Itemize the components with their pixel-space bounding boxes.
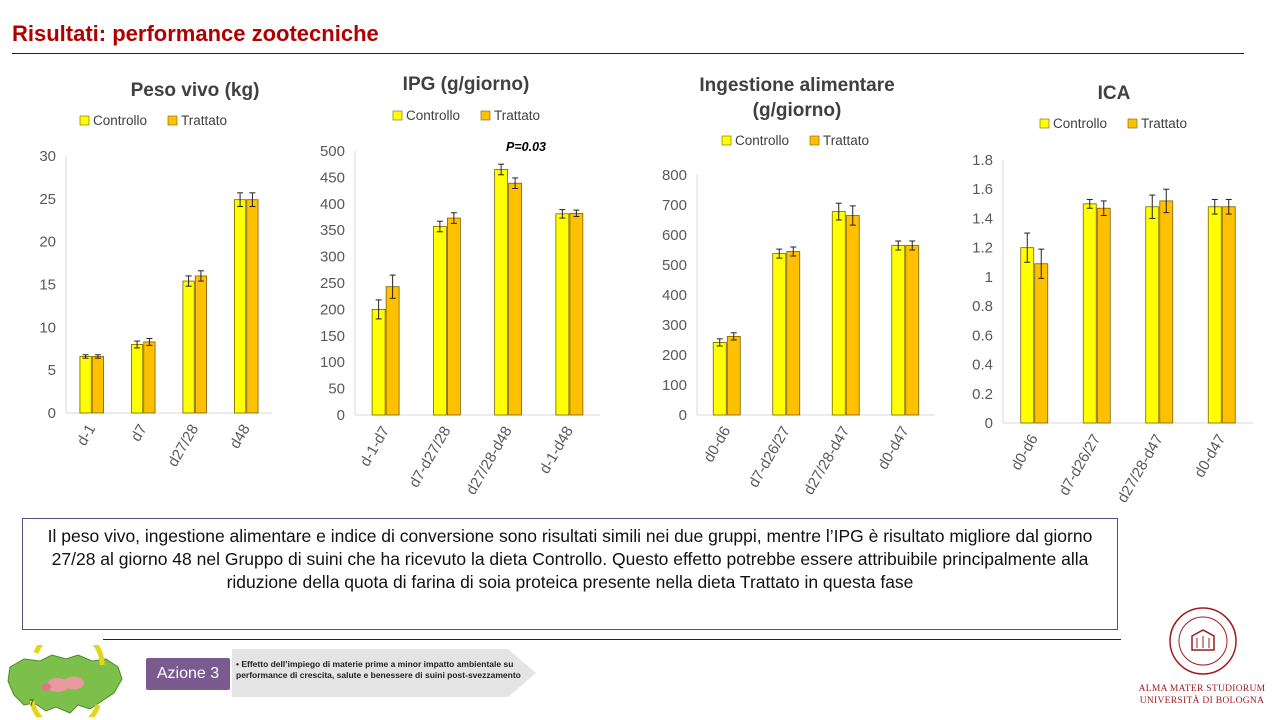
y-tick-label: 1.2 [972, 240, 993, 257]
university-name: ALMA MATER STUDIORUM UNIVERSITÀ DI BOLOG… [1130, 683, 1274, 707]
y-tick-label: 0.2 [972, 386, 993, 403]
y-tick-label: 1.6 [972, 181, 993, 198]
legend-label: Controllo [735, 133, 789, 148]
y-tick-label: 1.8 [972, 152, 993, 169]
page-number: 7 [29, 698, 35, 708]
y-tick-label: 1 [985, 269, 993, 286]
legend-label: Controllo [93, 113, 147, 128]
bar-trattato [1159, 200, 1174, 424]
chart-title: ICA [1098, 83, 1131, 104]
x-tick-label: d7-d26/27 [1056, 432, 1105, 499]
legend-label: Trattato [494, 108, 540, 123]
chart-peso-vivo: Peso vivo (kg) Controllo Trattato 0 5 10 15 20 2… [39, 80, 272, 470]
footer-divider [103, 639, 1121, 640]
y-tick-label: 0 [679, 407, 687, 424]
y-tick-label: 450 [320, 169, 345, 186]
title-divider [12, 53, 1244, 54]
bar-controllo [1207, 206, 1222, 424]
y-tick-label: 0.8 [972, 298, 993, 315]
y-tick-label: 500 [662, 257, 687, 274]
action-description-text: Effetto dell’impiego di materie prime a … [236, 659, 521, 680]
chart-ica: ICA Controllo Trattato 0 0.2 0.4 0.6 0.8 1 1.2 1.4… [972, 83, 1253, 506]
chart-title: (g/giorno) [753, 100, 842, 121]
y-tick-label: 30 [39, 148, 56, 165]
y-tick-label: 150 [320, 328, 345, 345]
y-tick-label: 100 [320, 354, 345, 371]
y-tick-label: 200 [320, 301, 345, 318]
legend-swatch [721, 135, 732, 146]
chart-title: IPG (g/giorno) [403, 74, 530, 95]
y-tick-label: 50 [328, 381, 345, 398]
chart-ipg: IPG (g/giorno) Controllo Trattato 0 50 100 150… [320, 74, 600, 498]
y-tick-label: 800 [662, 167, 687, 184]
chart-title: Ingestione alimentare [699, 75, 894, 96]
y-tick-label: 400 [662, 287, 687, 304]
chart-title: Peso vivo (kg) [131, 80, 260, 101]
y-tick-label: 0 [985, 415, 993, 432]
x-tick-label: d7 [128, 422, 151, 445]
y-tick-label: 100 [662, 377, 687, 394]
y-tick-label: 500 [320, 143, 345, 160]
legend-label: Trattato [823, 133, 869, 148]
y-tick-label: 250 [320, 275, 345, 292]
y-tick-label: 0 [48, 405, 56, 422]
legend-label: Controllo [406, 108, 460, 123]
legend-swatch [480, 110, 491, 121]
action-description: • Effetto dell’impiego di materie prime … [236, 659, 521, 680]
action-badge: Azione 3 [146, 658, 230, 690]
slide-title: Risultati: performance zootecniche [12, 21, 379, 46]
y-tick-label: 200 [662, 347, 687, 364]
university-line-1: ALMA MATER STUDIORUM [1138, 684, 1266, 694]
conclusion-box: Il peso vivo, ingestione alimentare e in… [22, 518, 1118, 630]
y-tick-label: 10 [39, 319, 56, 336]
bar-controllo [1020, 247, 1035, 424]
legend-swatch [809, 135, 820, 146]
legend-swatch [167, 115, 178, 126]
bar-controllo [1145, 206, 1160, 424]
legend-swatch [1039, 118, 1050, 129]
bar-trattato [1096, 207, 1111, 424]
y-tick-label: 350 [320, 222, 345, 239]
y-tick-label: 600 [662, 227, 687, 244]
arrow-banner [232, 649, 536, 697]
bar-controllo [1082, 203, 1097, 424]
bar-trattato [1034, 263, 1049, 424]
y-tick-label: 0.4 [972, 357, 993, 374]
legend-label: Trattato [1141, 116, 1187, 131]
legend-swatch [79, 115, 90, 126]
university-line-2: UNIVERSITÀ DI BOLOGNA [1139, 696, 1265, 706]
region-map-logo [7, 645, 123, 717]
y-tick-label: 700 [662, 197, 687, 214]
y-tick-label: 0 [337, 407, 345, 424]
x-tick-label: d0-d47 [1191, 432, 1229, 481]
y-tick-label: 15 [39, 277, 56, 294]
x-tick-label: d27/28-d47 [1114, 432, 1167, 506]
x-tick-label: d0-d6 [1008, 432, 1042, 474]
legend-label: Trattato [181, 113, 227, 128]
legend-swatch [1127, 118, 1138, 129]
y-tick-label: 400 [320, 196, 345, 213]
p-value-annotation: P=0.03 [506, 140, 546, 154]
y-tick-label: 0.6 [972, 327, 993, 344]
legend-swatch [392, 110, 403, 121]
university-seal [1169, 607, 1237, 675]
y-tick-label: 25 [39, 191, 56, 208]
y-tick-label: 20 [39, 234, 56, 251]
y-tick-label: 300 [662, 317, 687, 334]
chart-ingestione: Ingestione alimentare (g/giorno) Controllo… [662, 75, 935, 498]
legend-label: Controllo [1053, 116, 1107, 131]
y-tick-label: 300 [320, 249, 345, 266]
bar-trattato [1221, 206, 1236, 424]
y-tick-label: 5 [48, 362, 56, 379]
y-tick-label: 1.4 [972, 210, 993, 227]
